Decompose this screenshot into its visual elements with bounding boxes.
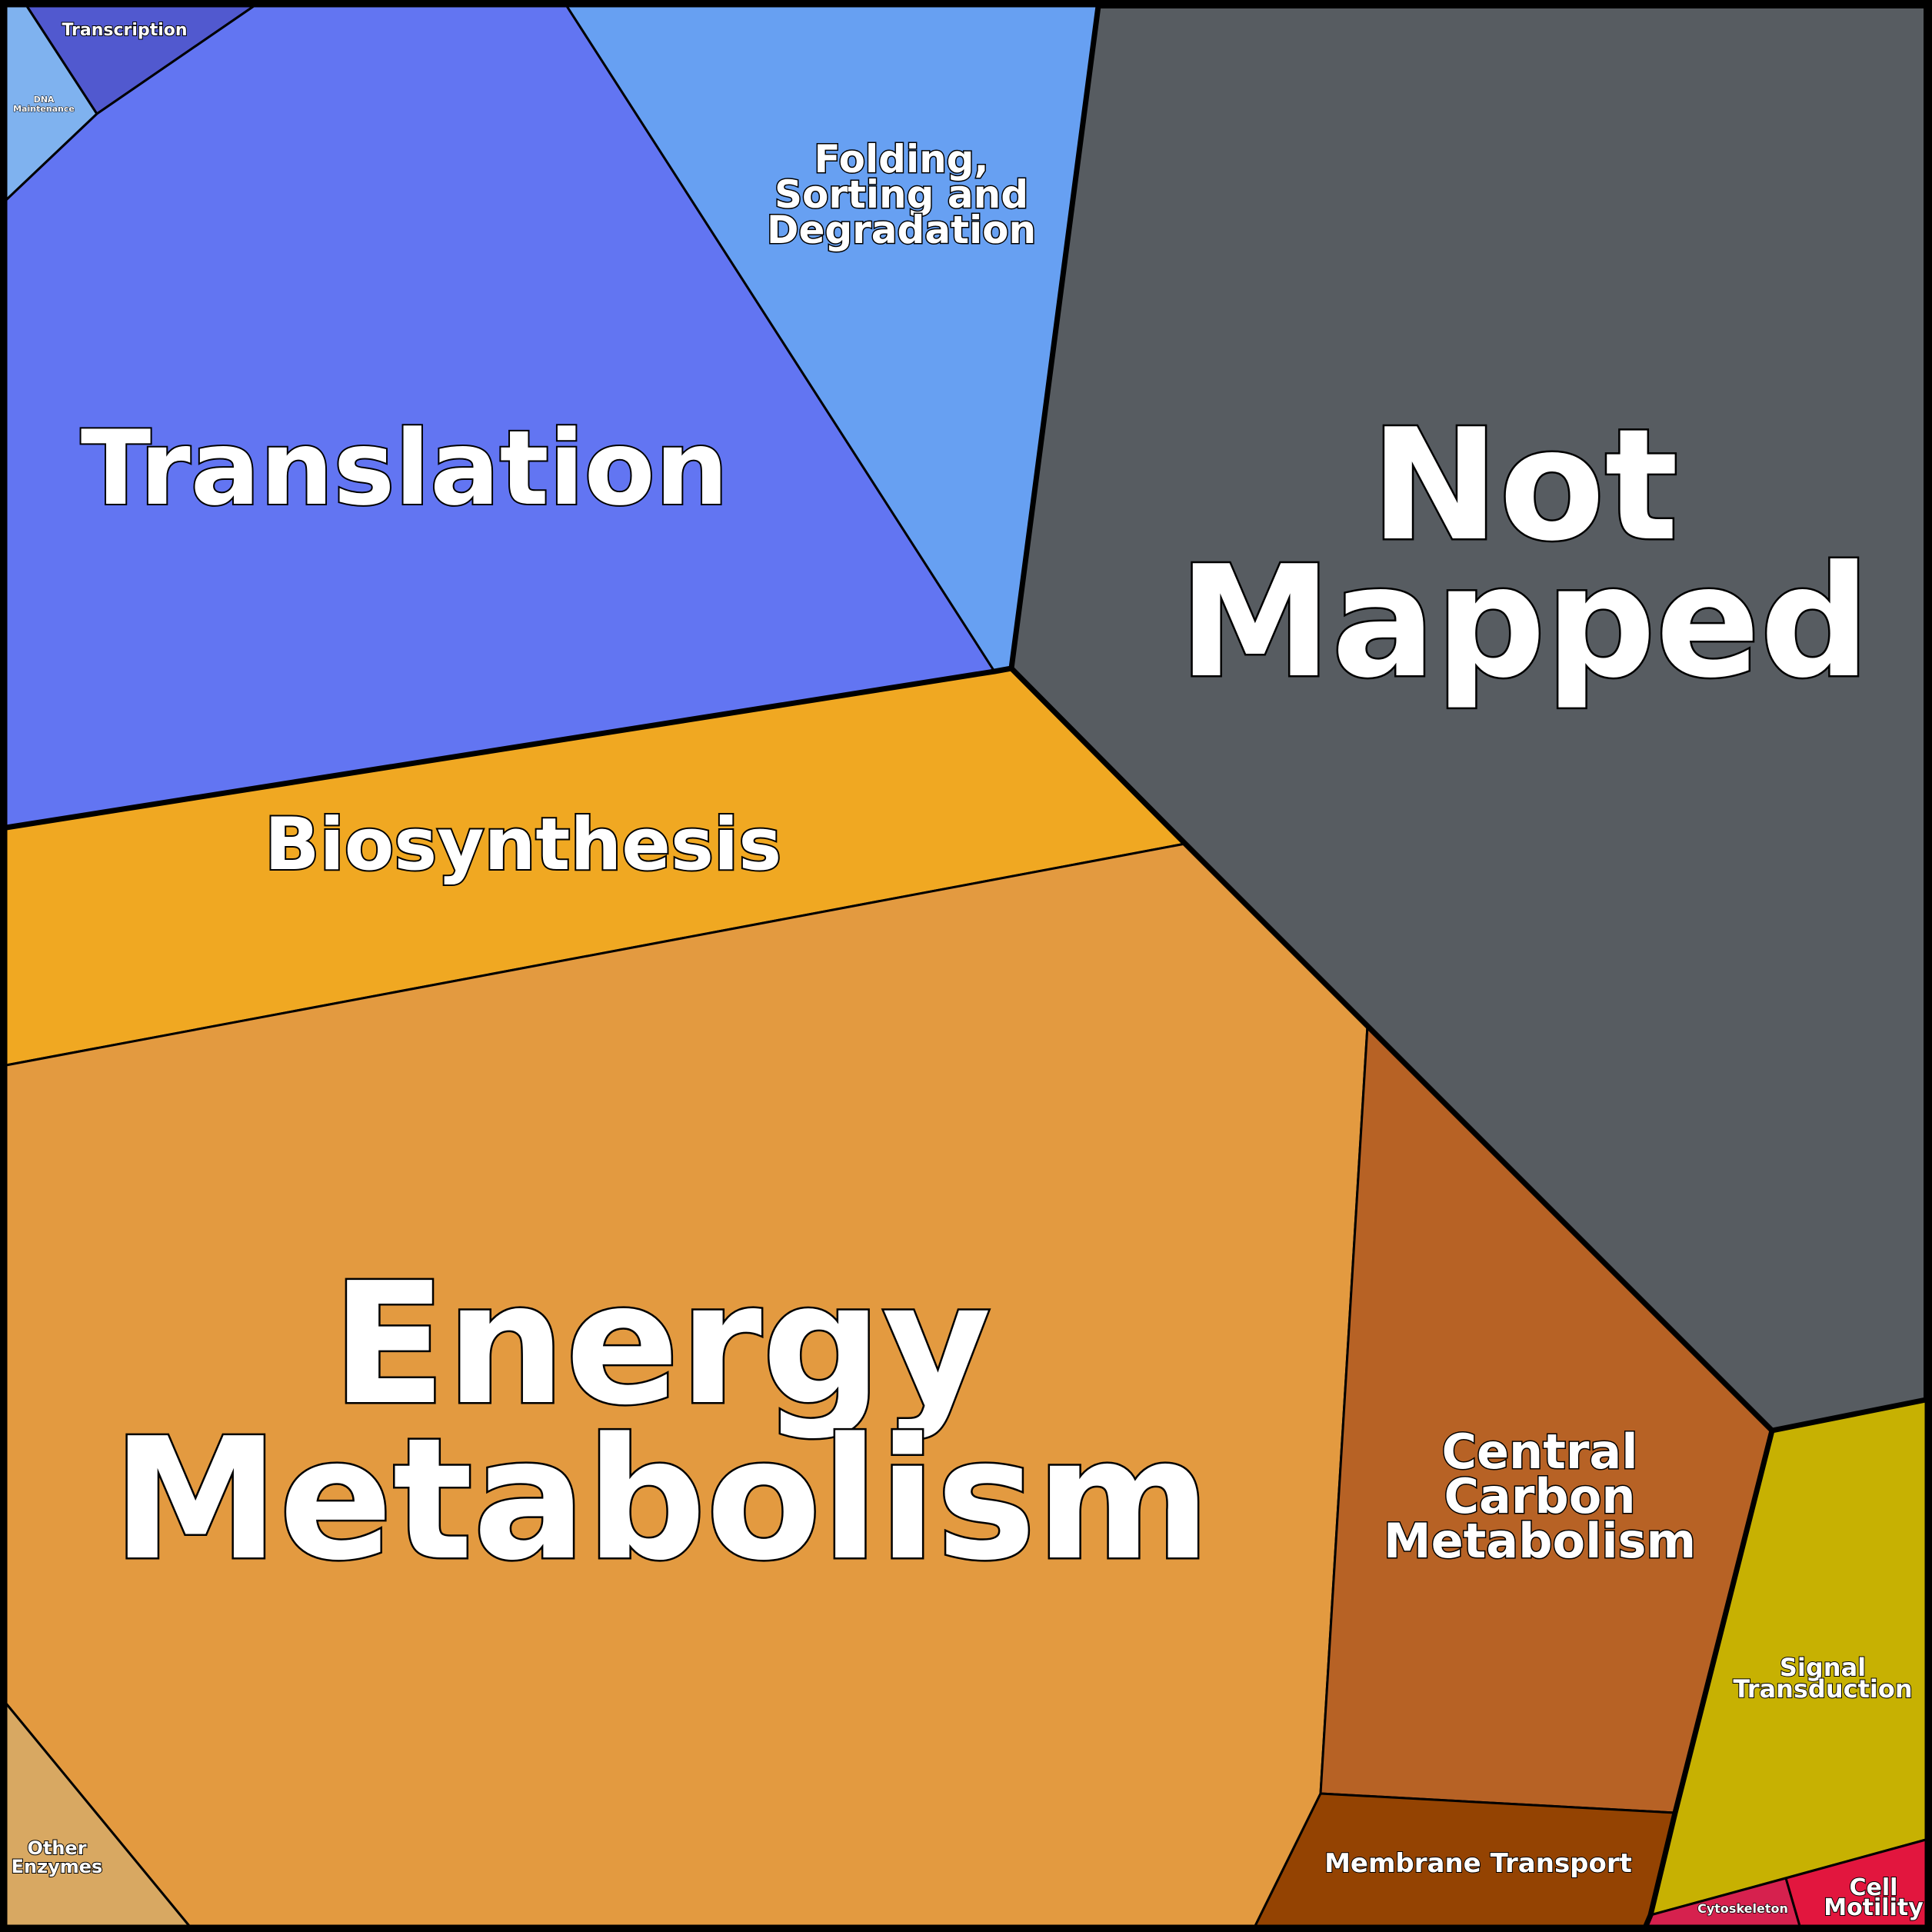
label-line: Cytoskeleton [1697,1901,1788,1916]
label-line: Other [27,1837,86,1859]
label-line: Biosynthesis [265,803,781,887]
label-line: Motility [1824,1894,1924,1921]
label-line: Central [1442,1424,1638,1480]
label-signal-transduction: Signal Transduction [1733,1653,1912,1704]
label-transcription: Transcription [62,21,187,40]
label-line: Cell [1850,1874,1898,1901]
label-line: Signal [1780,1653,1866,1682]
label-membrane-transport: Membrane Transport [1324,1848,1632,1879]
label-line: Sorting and [774,172,1028,217]
label-line: Degradation [767,208,1036,252]
label-line: Maintenance [13,104,75,114]
label-other-enzymes: Other Enzymes [12,1837,103,1877]
label-line: Energy [331,1247,991,1442]
label-line: Membrane Transport [1324,1848,1632,1879]
group-borders [5,5,1927,1927]
label-line: DNA [34,95,55,105]
label-line: Folding, [814,137,989,182]
label-cell-motility: Cell Motility [1824,1874,1924,1921]
label-line: Transcription [62,21,187,40]
label-line: Enzymes [12,1856,103,1877]
label-line: Not [1371,396,1678,575]
label-energy-metabolism: Energy Metabolism [112,1247,1211,1597]
label-line: Mapped [1178,533,1870,712]
label-central-carbon-metabolism: Central Carbon Metabolism [1384,1424,1696,1569]
label-biosynthesis: Biosynthesis [265,803,781,887]
label-cytoskeleton: Cytoskeleton [1697,1901,1788,1916]
label-folding-sorting-degradation: Folding, Sorting and Degradation [767,137,1036,252]
label-dna-maintenance: DNA Maintenance [13,95,75,114]
label-translation: Translation [81,408,728,528]
label-not-mapped: Not Mapped [1178,396,1870,712]
label-line: Transduction [1733,1674,1912,1704]
label-line: Carbon [1444,1468,1635,1524]
label-line: Translation [81,408,728,528]
label-line: Metabolism [112,1403,1211,1597]
label-line: Metabolism [1384,1513,1696,1569]
